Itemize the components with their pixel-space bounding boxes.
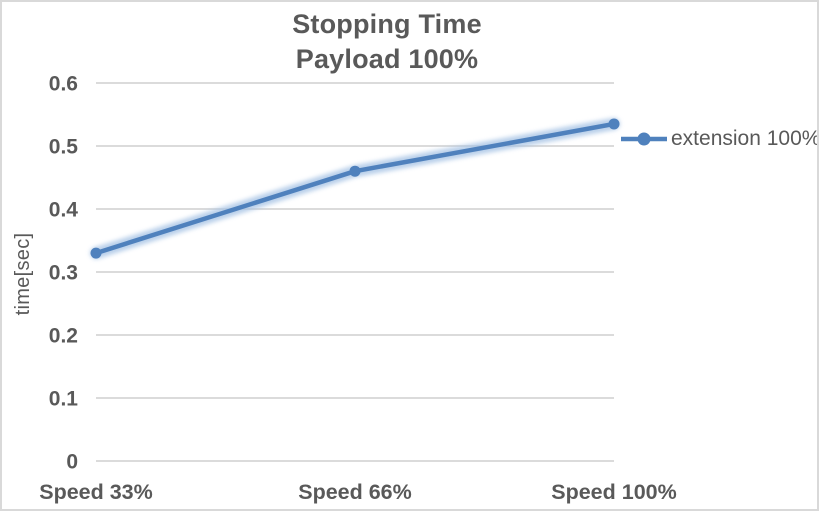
y-tick-label: 0.4 (49, 199, 79, 222)
y-tick-label: 0 (66, 451, 78, 474)
y-tick-label: 0.6 (49, 73, 78, 96)
data-point-marker (90, 247, 102, 259)
y-tick-label: 0.1 (49, 388, 79, 411)
y-tick-label: 0.3 (49, 262, 78, 285)
x-tick-label: Speed 100% (551, 480, 676, 504)
data-point-marker (608, 118, 620, 130)
x-tick-label: Speed 33% (39, 480, 153, 504)
chart-title-line2: Payload 100% (295, 44, 479, 74)
data-point-marker (349, 165, 361, 177)
x-tick-label: Speed 66% (298, 480, 412, 504)
chart-title-line1: Stopping Time (292, 9, 482, 39)
y-tick-label: 0.2 (49, 325, 78, 348)
legend: extension 100% (620, 127, 819, 151)
chart-title: Stopping Time Payload 100% (2, 7, 772, 77)
series-line-glow (90, 117, 620, 260)
legend-label: extension 100% (671, 127, 819, 150)
y-tick-label: 0.5 (49, 136, 79, 159)
legend-line-marker-icon (621, 132, 667, 146)
